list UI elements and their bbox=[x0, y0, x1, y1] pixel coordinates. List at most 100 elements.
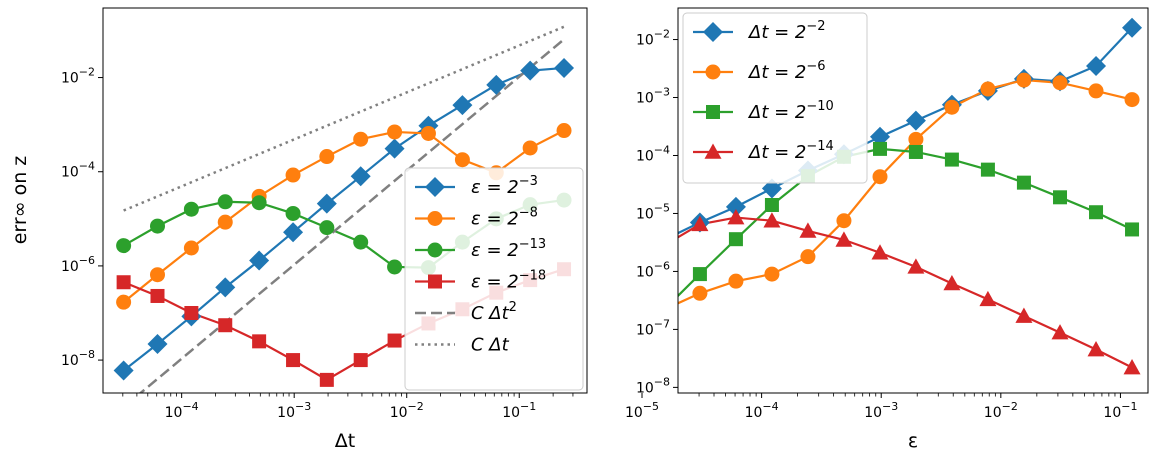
series-1-point-14 bbox=[1088, 83, 1104, 99]
legend-label-1: ε = 2−8 bbox=[471, 206, 538, 230]
series-1-point-4 bbox=[728, 273, 744, 289]
series-0-point-8 bbox=[384, 138, 405, 159]
x-tick-label-0: 10−4 bbox=[165, 400, 199, 421]
series-1-point-13 bbox=[556, 123, 572, 139]
series-0-point-15 bbox=[1122, 17, 1143, 38]
series-2-point-15 bbox=[1125, 222, 1140, 237]
series-0-point-6 bbox=[316, 193, 337, 214]
x-tick-label-4: 10−1 bbox=[1103, 400, 1137, 421]
series-2-point-7 bbox=[353, 234, 369, 250]
y-tick-label-6: 10−2 bbox=[636, 28, 670, 49]
y-tick-label-0: 10−8 bbox=[61, 348, 95, 369]
series-0-point-0 bbox=[582, 266, 602, 286]
legend-label-5: C Δt bbox=[471, 335, 510, 356]
series-0-point-8 bbox=[870, 126, 891, 147]
series-2-point-13 bbox=[1053, 190, 1068, 205]
series-2-point-10 bbox=[944, 152, 959, 167]
legend-marker-3 bbox=[704, 143, 722, 159]
series-0-point-11 bbox=[486, 74, 507, 95]
x-tick-label-1: 10−3 bbox=[277, 400, 311, 421]
legend-box bbox=[404, 167, 584, 391]
legend: ε = 2−3 ε = 2−8 ε = 2−13 ε = 2−18 C Δt2 C Δt bbox=[404, 167, 584, 391]
series-2-point-1 bbox=[149, 218, 165, 234]
series-1-point-11 bbox=[980, 81, 996, 97]
series-2-point-14 bbox=[1089, 205, 1104, 220]
series-3-point-13 bbox=[1051, 324, 1069, 340]
series-2-point-3 bbox=[692, 267, 707, 282]
series-2-point-9 bbox=[908, 144, 923, 159]
series-2-point-1 bbox=[621, 340, 635, 354]
legend-box bbox=[682, 12, 868, 184]
series-0-point-14 bbox=[1086, 55, 1107, 76]
x-tick-label-3: 10−1 bbox=[502, 400, 536, 421]
series-1-point-9 bbox=[908, 131, 924, 147]
minor-ticks bbox=[122, 393, 574, 397]
series-1-point-15 bbox=[1124, 92, 1140, 108]
series-3-point-9 bbox=[907, 258, 925, 274]
y-tick-label-5: 10−3 bbox=[636, 86, 670, 107]
series-2-point-0 bbox=[116, 238, 132, 254]
series-2-point-6 bbox=[319, 220, 335, 236]
series-3-point-2 bbox=[656, 237, 673, 252]
series-1-point-5 bbox=[285, 167, 301, 183]
legend: Δt = 2−2 Δt = 2−6 Δt = 2−10 Δt = 2−14 bbox=[682, 12, 868, 184]
series-1-point-0 bbox=[116, 294, 132, 310]
legend-label-0: Δt = 2−2 bbox=[747, 19, 826, 43]
series-1-point-7 bbox=[353, 131, 369, 147]
series-3-point-2 bbox=[184, 305, 199, 320]
series-3-point-14 bbox=[1087, 341, 1105, 357]
series-2-point-4 bbox=[728, 232, 743, 247]
series-0-point-5 bbox=[283, 222, 304, 243]
x-tick-label-2: 10−2 bbox=[390, 400, 424, 421]
series-3-point-5 bbox=[286, 353, 301, 368]
series-1-point-9 bbox=[420, 125, 436, 141]
legend-label-3: Δt = 2−14 bbox=[747, 139, 834, 163]
series-2-point-8 bbox=[387, 259, 403, 275]
legend-marker-0 bbox=[703, 22, 723, 42]
series-3-point-3 bbox=[218, 318, 233, 333]
series-0-point-9 bbox=[905, 110, 926, 131]
series-2-point-11 bbox=[980, 162, 995, 177]
series-0-point-13 bbox=[554, 57, 575, 78]
series-3-point-7 bbox=[353, 353, 368, 368]
x-tick-label-2: 10−3 bbox=[864, 400, 898, 421]
series-0-point-9 bbox=[418, 115, 439, 136]
series-2-point-5 bbox=[285, 205, 301, 221]
x-tick-label-1: 10−4 bbox=[745, 400, 779, 421]
series-3-point-0 bbox=[116, 275, 131, 290]
series-3-point-6 bbox=[319, 372, 334, 387]
series-line-1 bbox=[678, 78, 1133, 305]
series-3-point-4 bbox=[252, 334, 267, 349]
legend-marker-2 bbox=[706, 105, 720, 119]
y-tick-label-4: 10−4 bbox=[636, 143, 670, 164]
legend-label-3: ε = 2−18 bbox=[471, 269, 546, 293]
series-3-point-6 bbox=[799, 222, 817, 238]
series-0-point-10 bbox=[452, 95, 473, 116]
series-line-3 bbox=[678, 216, 1133, 369]
y-tick-label-3: 10−5 bbox=[636, 201, 670, 222]
y-tick-label-3: 10−2 bbox=[61, 66, 95, 87]
y-axis-label: err∞ on z bbox=[9, 156, 31, 245]
series-2-point-12 bbox=[1016, 175, 1031, 190]
series-1-point-8 bbox=[387, 124, 403, 140]
series-2-point-4 bbox=[251, 195, 267, 211]
legend-label-1: Δt = 2−6 bbox=[747, 59, 826, 83]
series-1-point-2 bbox=[657, 302, 672, 317]
y-tick-label-2: 10−4 bbox=[61, 160, 95, 181]
series-2-point-8 bbox=[873, 141, 888, 156]
y-tick-label-1: 10−7 bbox=[636, 317, 670, 338]
legend-label-4: C Δt2 bbox=[471, 300, 517, 324]
series-3-point-3 bbox=[691, 215, 709, 232]
plot-frame bbox=[102, 7, 588, 394]
series-3-point-1 bbox=[150, 288, 165, 303]
series-1-point-7 bbox=[836, 213, 852, 229]
legend-marker-1 bbox=[427, 211, 443, 226]
series-1-point-3 bbox=[692, 285, 708, 301]
y-tick-label-0: 10−8 bbox=[636, 375, 670, 396]
series-1-point-1 bbox=[149, 267, 165, 283]
series-3-point-5 bbox=[763, 212, 781, 228]
series-1-point-1 bbox=[620, 317, 635, 332]
series-1-point-8 bbox=[872, 169, 888, 185]
legend-marker-0 bbox=[425, 177, 445, 197]
